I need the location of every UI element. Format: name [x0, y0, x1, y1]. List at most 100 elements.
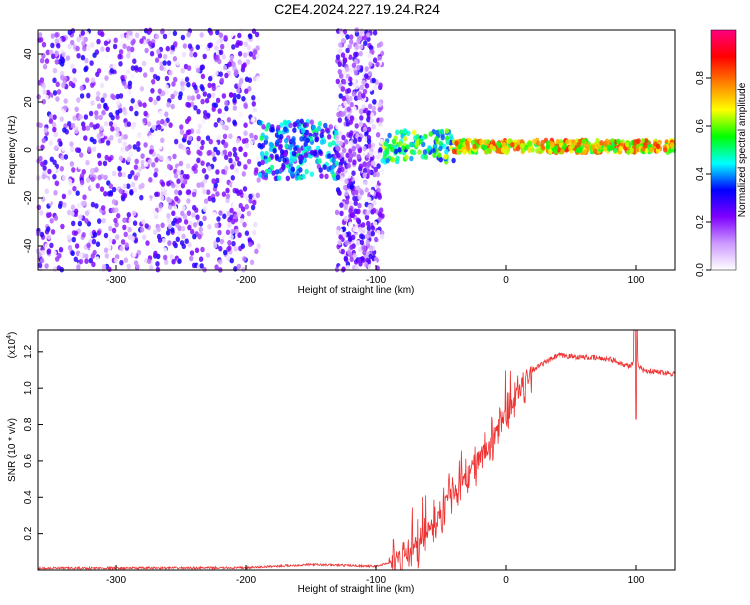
spectrogram-cell [232, 119, 237, 126]
spectrogram-cell [253, 134, 258, 141]
spectrogram-cell [352, 159, 357, 166]
spectrogram-cell [364, 233, 370, 240]
spectrogram-cell [351, 91, 356, 97]
spectrogram-cell [268, 141, 273, 148]
spectrogram-cell [237, 32, 242, 39]
spectrogram-cell [144, 47, 149, 54]
spectrogram-cell [373, 166, 378, 173]
spectrogram-cell [346, 173, 352, 179]
spectrogram-cell [128, 151, 134, 157]
spectrogram-cell [185, 118, 190, 125]
spectrogram-cell [229, 257, 234, 264]
spectrogram-cell [49, 218, 54, 224]
spectrogram-cell [166, 213, 171, 219]
spectrogram-cell [118, 155, 124, 162]
spectrogram-cell [75, 183, 81, 189]
spectrogram-cell [122, 183, 127, 190]
spectrogram-cell [60, 70, 65, 77]
spectrogram-cell [156, 48, 161, 55]
x-tick-label: -300 [106, 575, 126, 586]
spectrogram-cell [373, 84, 378, 91]
spectrogram-cell [400, 145, 406, 151]
spectrogram-cell [234, 69, 239, 75]
spectrogram-cell [596, 143, 601, 150]
spectrogram-cell [157, 237, 163, 243]
spectrogram-x-label: Height of straight line (km) [298, 285, 415, 296]
spectrogram-cell [501, 141, 507, 148]
spectrogram-cell [184, 238, 189, 244]
spectrogram-cell [335, 145, 340, 151]
spectrogram-cell [153, 250, 158, 257]
spectrogram-cell [246, 210, 252, 217]
spectrogram-cell [168, 122, 173, 128]
spectrogram-cell [38, 155, 43, 162]
spectrogram-cell [338, 93, 343, 99]
spectrogram-cell [357, 258, 362, 264]
spectrogram-y-label: Frequency (Hz) [7, 116, 18, 185]
snr-series-line [37, 329, 676, 571]
spectrogram-cell [451, 148, 457, 155]
spectrogram-cell [319, 173, 324, 179]
spectrogram-cell [373, 150, 378, 157]
spectrogram-cell [212, 211, 217, 218]
spectrogram-cell [338, 42, 343, 48]
spectrogram-cell [148, 135, 153, 141]
spectrogram-cell [105, 28, 110, 34]
spectrogram-cell [91, 238, 97, 245]
spectrogram-cell [303, 152, 309, 158]
spectrogram-cell [445, 139, 450, 145]
spectrogram-cell [368, 216, 374, 223]
spectrogram-cell [231, 182, 237, 188]
spectrogram-cell [157, 88, 162, 94]
spectrogram-cell [132, 220, 138, 226]
spectrogram-cell [67, 121, 72, 127]
spectrogram-cell [643, 138, 649, 144]
spectrogram-cell [240, 243, 245, 249]
spectrogram-cell [171, 81, 176, 87]
spectrogram-cell [52, 77, 57, 84]
spectrogram-cell [261, 124, 266, 130]
spectrogram-cell [368, 86, 373, 92]
spectrogram-cell [80, 30, 86, 36]
spectrogram-cell [84, 210, 90, 216]
spectrogram-cell [376, 42, 382, 49]
spectrogram-cell [122, 110, 128, 116]
spectrogram-cell [160, 222, 165, 229]
spectrogram-cell [46, 226, 51, 232]
spectrogram-cell [129, 190, 134, 196]
spectrogram-cell [200, 98, 205, 105]
spectrogram-cell [219, 177, 224, 183]
spectrogram-cell [90, 42, 95, 48]
spectrogram-cell [120, 239, 126, 245]
spectrogram-cell [151, 137, 157, 144]
spectrogram-cell [94, 167, 99, 173]
spectrogram-cell [150, 208, 156, 214]
spectrogram-cell [150, 243, 156, 250]
spectrogram-cell [479, 139, 484, 145]
spectrogram-cell [358, 108, 363, 114]
spectrogram-cell [240, 206, 246, 212]
spectrogram-cell [602, 146, 608, 152]
spectrogram-cell [118, 61, 123, 67]
spectrogram-cell [145, 248, 150, 254]
spectrogram-cell [161, 90, 166, 96]
spectrogram-cell [167, 29, 172, 36]
spectrogram-cell [342, 184, 348, 191]
spectrogram-cell [295, 119, 301, 125]
spectrogram-cell [249, 132, 254, 139]
spectrogram-cell [96, 152, 102, 159]
snr-y-scale-base: (x10 [7, 338, 18, 358]
spectrogram-cell [343, 100, 348, 107]
spectrogram-cell [253, 221, 258, 228]
spectrogram-cell [218, 71, 223, 77]
spectrogram-cell [37, 262, 43, 269]
spectrogram-cell [70, 250, 75, 257]
spectrogram-cell [186, 198, 191, 204]
spectrogram-cell [242, 62, 247, 68]
spectrogram-cell [98, 114, 103, 121]
spectrogram-cell [243, 130, 248, 136]
spectrogram-cell [85, 177, 91, 183]
spectrogram-cell [83, 135, 88, 141]
spectrogram-cell [195, 67, 201, 74]
spectrogram-cell [224, 100, 229, 106]
